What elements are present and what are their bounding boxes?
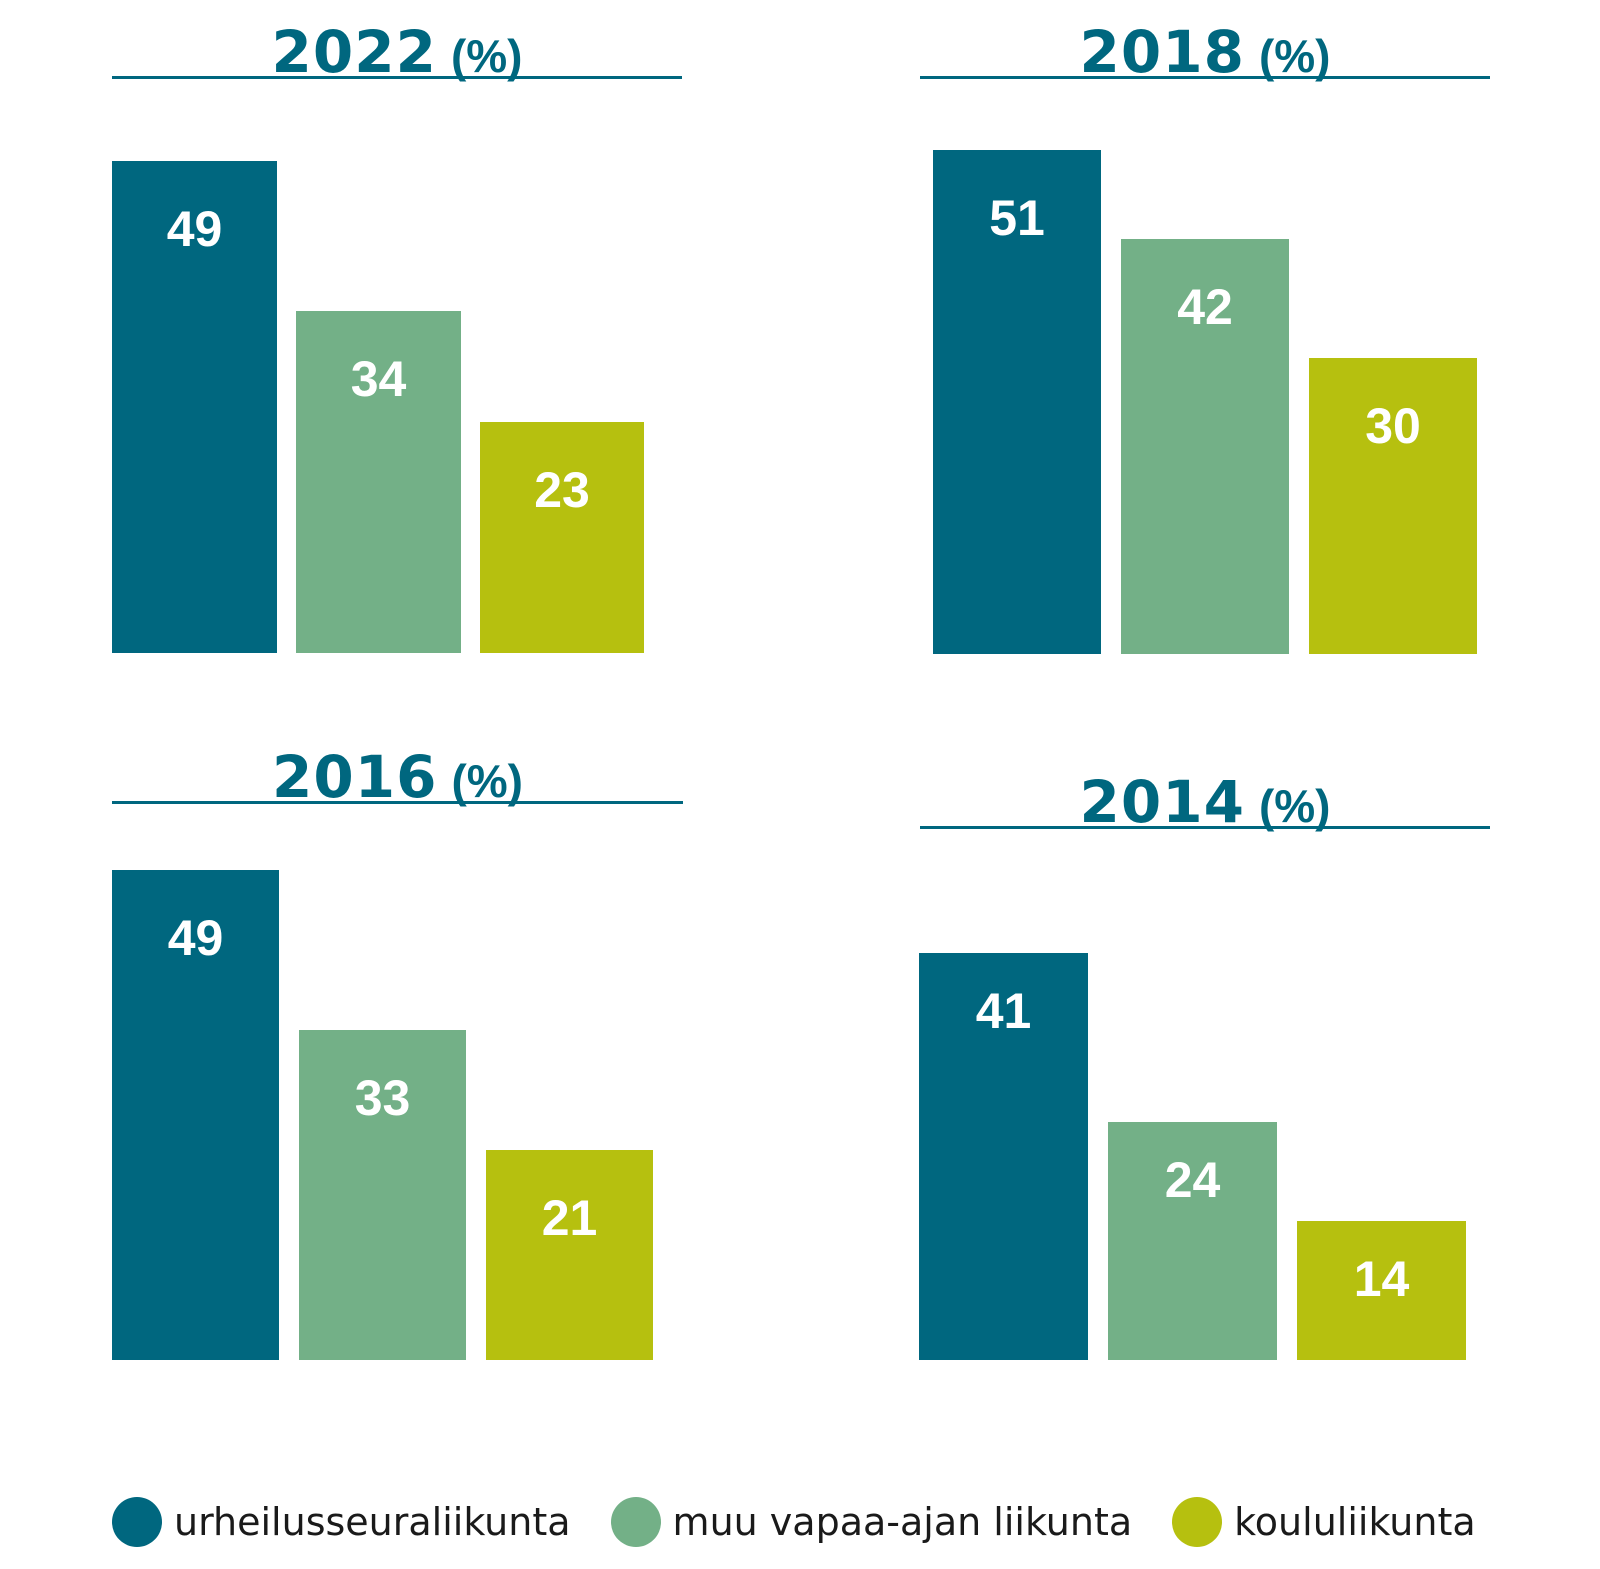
bar-value-label: 49 xyxy=(166,201,223,257)
bar-2016-club-sports: 49 xyxy=(112,870,279,1360)
legend-item-school-sports: koululiikunta xyxy=(1172,1497,1476,1547)
bar-value-label: 51 xyxy=(989,190,1045,246)
chart-title-2018: 2018 (%) xyxy=(920,18,1490,86)
bar-value-label: 30 xyxy=(1365,398,1421,454)
chart-year: 2018 xyxy=(1079,18,1245,86)
chart-unit: (%) xyxy=(450,30,523,82)
bar-2014-school-sports: 14 xyxy=(1297,1221,1466,1360)
chart-unit: (%) xyxy=(1258,30,1331,82)
bar-2014-club-sports: 41 xyxy=(919,953,1088,1360)
chart-title-2016: 2016 (%) xyxy=(112,743,683,811)
bar-2018-school-sports: 30 xyxy=(1309,358,1477,654)
bar-value-label: 34 xyxy=(350,351,407,407)
bar-2018-club-sports: 51 xyxy=(933,150,1101,654)
bar-2016-school-sports: 21 xyxy=(486,1150,653,1360)
bar-value-label: 42 xyxy=(1177,279,1233,335)
chart-year: 2022 xyxy=(271,18,437,86)
chart-unit: (%) xyxy=(451,755,523,807)
bar-2014-leisure-activity: 24 xyxy=(1108,1122,1277,1360)
bar-value-label: 49 xyxy=(167,910,224,966)
chart-title-2022: 2022 (%) xyxy=(112,18,682,86)
legend-label: koululiikunta xyxy=(1234,1500,1476,1544)
bar-value-label: 23 xyxy=(534,462,590,518)
title-rule xyxy=(920,826,1490,829)
title-rule xyxy=(112,801,683,804)
legend: urheilusseuraliikunta muu vapaa-ajan lii… xyxy=(112,1492,1516,1552)
legend-item-leisure-activity: muu vapaa-ajan liikunta xyxy=(610,1497,1133,1547)
legend-label: muu vapaa-ajan liikunta xyxy=(672,1500,1133,1544)
title-rule xyxy=(920,76,1490,79)
chart-year: 2016 xyxy=(272,743,438,811)
legend-swatch-school-sports-icon xyxy=(1172,1497,1223,1547)
chart-unit: (%) xyxy=(1258,780,1331,832)
bar-value-label: 14 xyxy=(1353,1251,1410,1307)
chart-title-2014: 2014 (%) xyxy=(920,768,1490,836)
bar-2022-school-sports: 23 xyxy=(480,422,644,653)
legend-item-club-sports: urheilusseuraliikunta xyxy=(112,1497,571,1547)
bar-value-label: 33 xyxy=(354,1070,411,1126)
legend-swatch-leisure-activity-icon xyxy=(610,1497,661,1547)
chart-year: 2014 xyxy=(1079,768,1245,836)
bar-2016-leisure-activity: 33 xyxy=(299,1030,466,1360)
legend-swatch-club-sports-icon xyxy=(112,1497,162,1547)
legend-label: urheilusseuraliikunta xyxy=(174,1500,571,1544)
bar-2022-club-sports: 49 xyxy=(112,161,277,653)
bar-value-label: 41 xyxy=(975,983,1032,1039)
bar-value-label: 24 xyxy=(1164,1152,1221,1208)
title-rule xyxy=(112,76,682,79)
bar-2022-leisure-activity: 34 xyxy=(296,311,461,653)
bar-2018-leisure-activity: 42 xyxy=(1121,239,1289,654)
bar-value-label: 21 xyxy=(541,1190,598,1246)
